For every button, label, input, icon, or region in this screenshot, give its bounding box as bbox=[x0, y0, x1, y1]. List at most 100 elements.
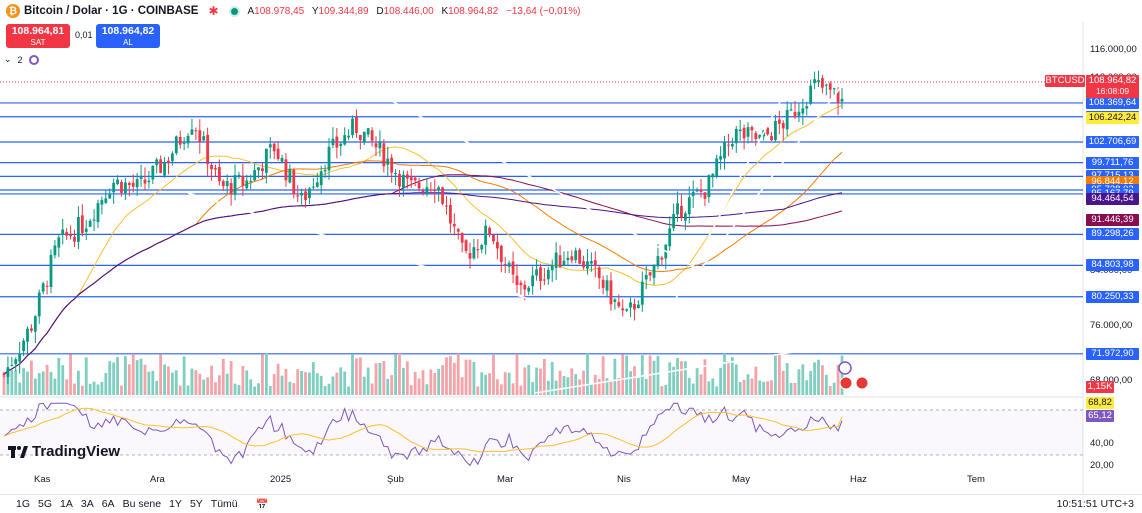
candle-body bbox=[668, 228, 672, 247]
volume-bar bbox=[284, 368, 288, 395]
candle-body bbox=[308, 188, 311, 199]
tradingview-logo: TradingView bbox=[8, 443, 120, 460]
candle-body bbox=[190, 129, 194, 135]
volume-bar bbox=[22, 368, 25, 395]
volume-bar bbox=[351, 354, 354, 395]
favorite-icon[interactable]: ✱ bbox=[208, 4, 219, 18]
candle-body bbox=[45, 285, 49, 287]
candle-body bbox=[817, 80, 820, 82]
range-button[interactable]: 1A bbox=[60, 498, 73, 510]
range-button[interactable]: 1Y bbox=[169, 498, 182, 510]
trend-line bbox=[699, 64, 859, 271]
sell-button[interactable]: 108.964,81 SAT bbox=[6, 24, 70, 48]
volume-bar bbox=[656, 356, 660, 395]
candle-body bbox=[570, 256, 574, 261]
volume-bar bbox=[664, 385, 668, 395]
range-button[interactable]: 1G bbox=[16, 498, 31, 510]
volume-bar bbox=[186, 385, 190, 395]
candle-body bbox=[10, 365, 14, 367]
volume-bar bbox=[797, 369, 801, 395]
candle-body bbox=[339, 143, 343, 147]
candle-body bbox=[319, 171, 323, 186]
range-button[interactable]: 5Y bbox=[189, 498, 203, 510]
volume-bar bbox=[558, 370, 562, 395]
volume-bar bbox=[817, 359, 820, 395]
candle-body bbox=[331, 138, 335, 146]
volume-bar bbox=[437, 368, 441, 395]
candle-body bbox=[292, 169, 296, 195]
candle-body bbox=[257, 167, 260, 171]
candle-body bbox=[734, 128, 738, 144]
candle-body bbox=[417, 182, 421, 189]
candle-body bbox=[687, 197, 691, 215]
volume-bar bbox=[452, 362, 456, 395]
candle-body bbox=[225, 181, 229, 187]
range-button[interactable]: 6A bbox=[101, 498, 115, 510]
candle-body bbox=[719, 156, 723, 160]
buy-button[interactable]: 108.964,82 AL bbox=[96, 24, 160, 48]
volume-bar bbox=[742, 379, 746, 395]
candle-body bbox=[335, 136, 339, 148]
candle-body bbox=[738, 129, 742, 132]
candle-body bbox=[300, 192, 304, 196]
candle-body bbox=[127, 182, 131, 186]
candle-body bbox=[527, 287, 531, 292]
chevron-down-icon[interactable]: ⌄ bbox=[4, 54, 12, 64]
volume-bar bbox=[139, 358, 143, 395]
volume-bar bbox=[249, 379, 253, 395]
volume-bar bbox=[116, 356, 119, 395]
time-tick-label: 2025 bbox=[270, 474, 292, 485]
time-tick-label: Mar bbox=[497, 474, 514, 485]
volume-bar bbox=[2, 371, 6, 395]
candle-body bbox=[445, 205, 448, 207]
economic-event-flag-icon bbox=[839, 376, 853, 390]
volume-bar bbox=[155, 380, 159, 395]
candle-body bbox=[276, 148, 280, 160]
candle-body bbox=[683, 213, 687, 221]
candle-body bbox=[464, 240, 468, 251]
candle-body bbox=[343, 135, 347, 145]
calendar-icon[interactable]: 📅 bbox=[255, 498, 269, 511]
rsi-signal-line bbox=[3, 407, 843, 453]
volume-bar bbox=[727, 361, 730, 395]
volume-bar bbox=[206, 377, 210, 395]
symbol-title[interactable]: Bitcoin / Dolar · 1G · COINBASE bbox=[24, 5, 199, 17]
volume-bar bbox=[331, 376, 335, 395]
market-open-icon bbox=[230, 7, 238, 15]
volume-bar bbox=[37, 373, 41, 395]
volume-bar bbox=[300, 370, 304, 395]
range-button[interactable]: Tümü bbox=[210, 498, 238, 510]
volume-bar bbox=[65, 379, 69, 395]
candle-body bbox=[65, 232, 69, 236]
range-button[interactable]: 3A bbox=[80, 498, 94, 510]
candle-body bbox=[261, 168, 264, 172]
volume-bar bbox=[433, 373, 437, 395]
candle-body bbox=[284, 159, 288, 181]
candle-body bbox=[61, 229, 65, 236]
indicator-icon[interactable] bbox=[28, 54, 39, 65]
volume-bar bbox=[668, 362, 672, 395]
candle-body bbox=[57, 237, 61, 248]
candle-body bbox=[202, 136, 206, 141]
clock[interactable]: 10:51:51 UTC+3 bbox=[1056, 498, 1134, 510]
candle-body bbox=[210, 165, 213, 170]
indicator-toggle[interactable]: ⌄ 2 bbox=[4, 54, 39, 65]
candle-body bbox=[53, 245, 57, 256]
rsi-line bbox=[3, 402, 843, 467]
volume-bar bbox=[409, 385, 413, 395]
candle-body bbox=[633, 303, 636, 310]
candle-body bbox=[100, 200, 104, 205]
volume-bar bbox=[378, 362, 382, 395]
volume-bar bbox=[123, 356, 127, 395]
candle-body bbox=[30, 328, 33, 331]
range-button[interactable]: Bu sene bbox=[122, 498, 162, 510]
volume-bar bbox=[719, 367, 723, 395]
volume-bar bbox=[660, 386, 664, 395]
candle-body bbox=[402, 174, 405, 189]
volume-bar bbox=[135, 360, 139, 395]
candle-body bbox=[621, 308, 625, 311]
volume-bar bbox=[503, 372, 507, 395]
range-button[interactable]: 5G bbox=[38, 498, 53, 510]
price-tick-label: 68.000,00 bbox=[1090, 375, 1132, 386]
